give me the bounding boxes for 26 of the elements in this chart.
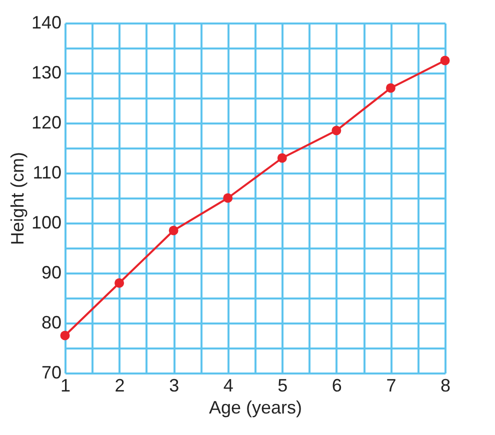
point (114, 278, 124, 288)
y-tick-label: 140 (31, 12, 62, 32)
y-tick-label: 80 (41, 312, 62, 332)
x-tick-label: 7 (386, 376, 396, 396)
x-tick-label: 6 (332, 376, 342, 396)
y-tick-label: 90 (41, 262, 62, 282)
x-tick-label: 4 (223, 376, 234, 396)
point (386, 83, 396, 93)
y-tick-label: 70 (41, 362, 62, 382)
y-tick-label: 130 (31, 62, 62, 82)
y-tick-label: 110 (32, 162, 62, 182)
point (440, 56, 450, 66)
y-tick-label: 120 (31, 112, 62, 132)
x-axis-title: Age (years) (208, 398, 302, 418)
y-tick-label: 100 (31, 212, 62, 232)
point (277, 153, 287, 163)
point (332, 126, 342, 136)
point (60, 330, 70, 340)
x-tick-label: 2 (114, 376, 125, 396)
x-tick-label: 5 (278, 376, 288, 396)
y-axis-title: Height (cm) (7, 152, 28, 246)
x-tick-label: 3 (169, 376, 180, 396)
x-tick-label: 8 (440, 376, 451, 396)
point (168, 226, 178, 236)
point (223, 193, 233, 203)
x-tick-label: 1 (60, 376, 71, 396)
